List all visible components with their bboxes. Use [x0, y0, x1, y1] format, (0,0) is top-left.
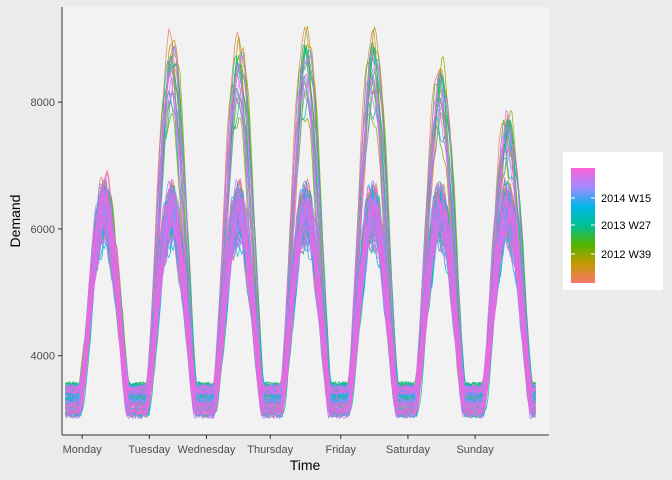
legend-label-2014-w15: 2014 W15: [601, 193, 651, 205]
series-line: [65, 176, 536, 417]
y-tick-label: 4000: [31, 351, 55, 363]
legend: 2014 W15 2013 W27 2012 W39: [563, 152, 663, 290]
legend-label-2012-w39: 2012 W39: [601, 249, 651, 261]
x-tick-label: Tuesday: [128, 444, 170, 456]
legend-label-2013-w27: 2013 W27: [601, 220, 651, 232]
series-line: [65, 207, 536, 416]
x-tick-label: Sunday: [456, 444, 494, 456]
series-line: [65, 74, 536, 406]
series-lines: [65, 25, 536, 421]
series-line: [65, 218, 536, 409]
x-tick-label: Thursday: [247, 444, 293, 456]
x-axis-title: Time: [290, 457, 321, 473]
x-tick-label: Wednesday: [177, 444, 235, 456]
x-tick-label: Monday: [63, 444, 103, 456]
y-tick-label: 8000: [31, 97, 55, 109]
x-tick-label: Friday: [325, 444, 356, 456]
y-axis-ticks: 4000 6000 8000: [31, 97, 62, 363]
x-axis-ticks: Monday Tuesday Wednesday Thursday Friday Satu…: [63, 435, 494, 456]
x-tick-label: Saturday: [386, 444, 431, 456]
series-line: [65, 177, 536, 393]
y-tick-label: 6000: [31, 224, 55, 236]
y-axis-title: Demand: [7, 195, 23, 248]
legend-ticks: [571, 197, 595, 255]
series-line: [65, 198, 536, 395]
